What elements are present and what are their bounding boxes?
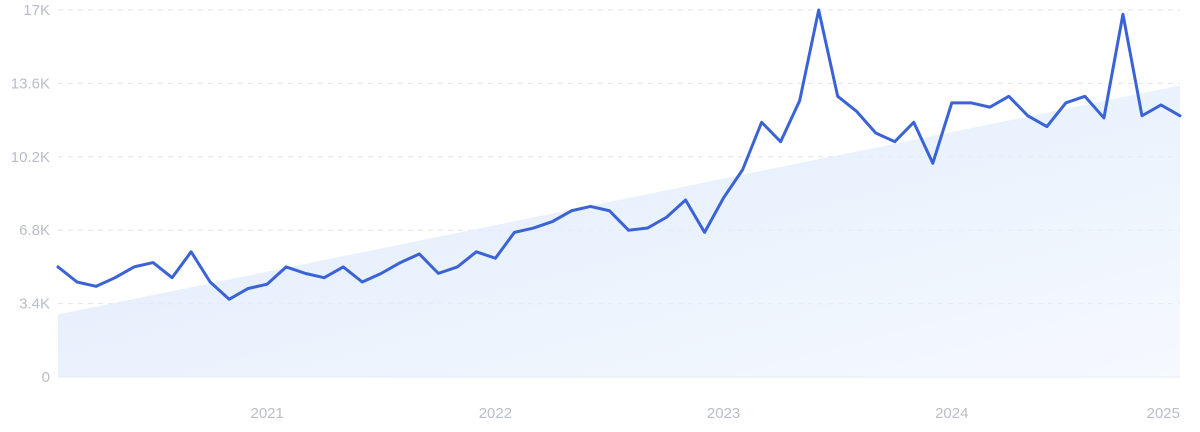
y-tick-label: 0 bbox=[42, 369, 50, 386]
x-tick-label: 2021 bbox=[250, 405, 283, 422]
y-tick-label: 3.4K bbox=[19, 296, 50, 313]
x-tick-label: 2025 bbox=[1147, 405, 1180, 422]
y-tick-label: 13.6K bbox=[11, 75, 50, 92]
trend-area bbox=[58, 85, 1180, 377]
y-tick-label: 6.8K bbox=[19, 222, 50, 239]
x-axis-tick-labels: 2021 2022 2023 2024 2025 bbox=[250, 405, 1180, 422]
y-axis-tick-labels: 0 3.4K 6.8K 10.2K 13.6K 17K bbox=[11, 2, 50, 386]
series-line bbox=[56, 8, 1182, 301]
x-tick-label: 2023 bbox=[707, 405, 740, 422]
x-tick-label: 2022 bbox=[479, 405, 512, 422]
x-tick-label: 2024 bbox=[935, 405, 968, 422]
y-tick-label: 10.2K bbox=[11, 149, 50, 166]
y-tick-label: 17K bbox=[23, 2, 50, 19]
